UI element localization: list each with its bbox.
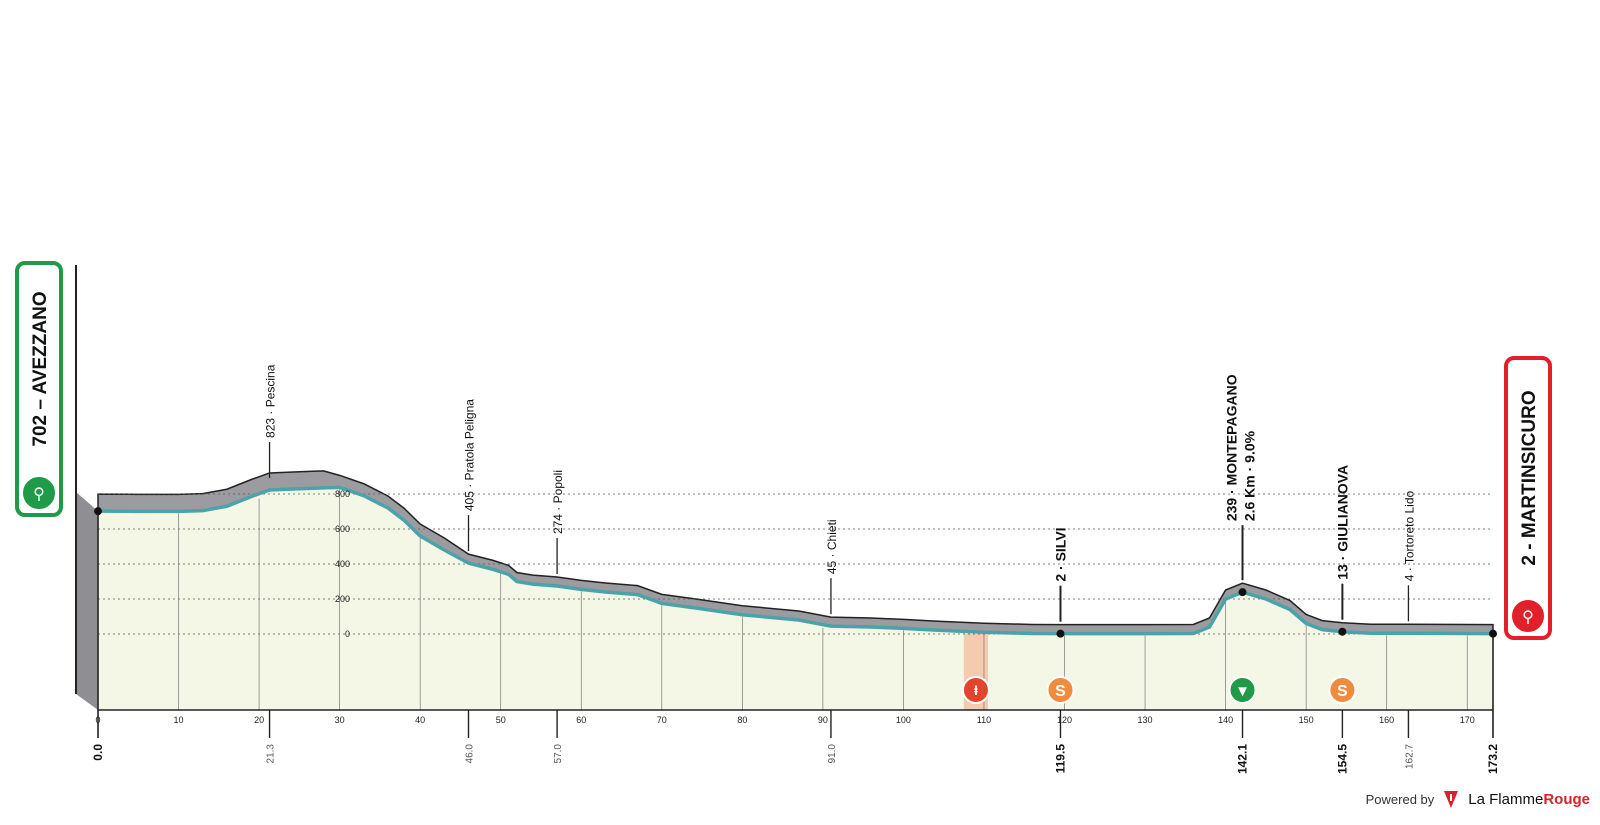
profile-fill [98, 487, 1493, 710]
brand-logo: La FlammeRouge [1468, 790, 1590, 808]
x-tick-label: 140 [1218, 715, 1233, 725]
km-marker-label: 0.0 [91, 744, 105, 761]
x-tick-label: 90 [818, 715, 828, 725]
kom-climb-icon [1228, 676, 1257, 704]
x-tick-label: 20 [254, 715, 264, 725]
powered-by-label: Powered by [1365, 791, 1435, 807]
y-tick-label: 0 [345, 629, 350, 639]
place-dot [1338, 627, 1347, 636]
place-label: 405 · Pratola Peligna [462, 399, 476, 511]
place-label: 13 · GIULIANOVA [1334, 465, 1350, 580]
sprint-icon [1046, 676, 1075, 704]
x-tick-label: 30 [335, 715, 345, 725]
place-labels: 823 · Pescina 405 · Pratola Peligna 274 · … [94, 364, 1497, 638]
start-wall [76, 492, 98, 710]
x-tick-label: 10 [174, 715, 184, 725]
x-tick-label: 70 [657, 715, 667, 725]
x-tick-label: 100 [896, 715, 911, 725]
cyclist-icon [21, 475, 57, 511]
y-tick-label: 800 [335, 489, 350, 499]
place-dot [1238, 588, 1247, 597]
feed-zone-icon-glyph: ⱡ [974, 683, 978, 698]
place-label: 823 · Pescina [264, 364, 278, 438]
place-label: 239 · MONTEPAGANO [1224, 374, 1240, 521]
finish-badge-label: 2 - MARTINSICURO [1519, 390, 1540, 565]
feed-zone-icon [961, 676, 990, 704]
profile-polyline [97, 485, 1494, 636]
route-icons: ⱡ S ▼ S [961, 676, 1357, 704]
y-tick-label: 200 [335, 594, 350, 604]
km-marker-label: 154.5 [1335, 744, 1349, 774]
cyclist-icon-glyph: ⚲ [33, 486, 45, 503]
climb-detail-label: 2.6 Km · 9.0% [1242, 430, 1258, 521]
x-tick-label: 120 [1057, 715, 1072, 725]
place-label: 2 · SILVI [1052, 527, 1068, 581]
footer-credit: Powered by La FlammeRouge [1366, 789, 1590, 809]
cyclist-icon-glyph: ⚲ [1522, 609, 1534, 626]
x-tick-label: 110 [977, 715, 991, 725]
place-dot [1056, 629, 1065, 638]
flame-logo-icon [1444, 791, 1459, 808]
x-tick-label: 150 [1299, 715, 1314, 725]
x-axis: 0102030405060708090100110120130140150160… [95, 709, 1493, 725]
place-label: 274 · Popoli [551, 470, 565, 534]
km-marker-label: 21.3 [266, 744, 277, 764]
km-marker-label: 57.0 [553, 744, 564, 764]
x-tick-label: 130 [1138, 715, 1153, 725]
km-marker-label: 46.0 [464, 744, 475, 764]
km-marker-label: 162.7 [1404, 744, 1415, 769]
finish-dot [1489, 629, 1497, 638]
icon-glyph: S [1337, 683, 1348, 700]
sprint-icon [1328, 676, 1357, 704]
grid [98, 489, 1493, 710]
x-tick-label: 80 [737, 715, 747, 725]
y-tick-label: 400 [335, 559, 350, 569]
profile-line [97, 485, 1494, 636]
icon-glyph: ▼ [1235, 683, 1250, 700]
x-tick-label: 60 [576, 715, 586, 725]
y-axis: 0 200 400 600 800 [335, 489, 350, 639]
place-label: 4 · Tortoreto Lido [1402, 490, 1416, 581]
km-marker-label: 119.5 [1053, 744, 1067, 774]
start-badge [15, 261, 63, 517]
cyclist-icon [1510, 598, 1546, 634]
start-finish-badges: 702 – AVEZZANO ⚲ 2 - MARTINSICURO ⚲ [15, 261, 1552, 640]
km-marker-label: 142.1 [1236, 744, 1250, 774]
km-marker-label: 173.2 [1486, 744, 1500, 774]
y-tick-label: 600 [335, 524, 350, 534]
x-tick-label: 170 [1460, 715, 1475, 725]
km-markers: 0.0 21.3 46.0 57.0 91.0 119.5 142.1 154.5 162.7 1… [91, 511, 1500, 774]
icon-glyph: S [1055, 683, 1066, 700]
x-tick-label: 40 [415, 715, 425, 725]
start-dot [94, 507, 102, 516]
finish-badge [1504, 356, 1552, 640]
x-tick-label: 50 [496, 715, 506, 725]
x-tick-label: 160 [1379, 715, 1394, 725]
place-label: 45 · Chieti [825, 519, 839, 574]
start-badge-label: 702 – AVEZZANO [30, 291, 51, 446]
km-marker-label: 91.0 [827, 744, 838, 764]
